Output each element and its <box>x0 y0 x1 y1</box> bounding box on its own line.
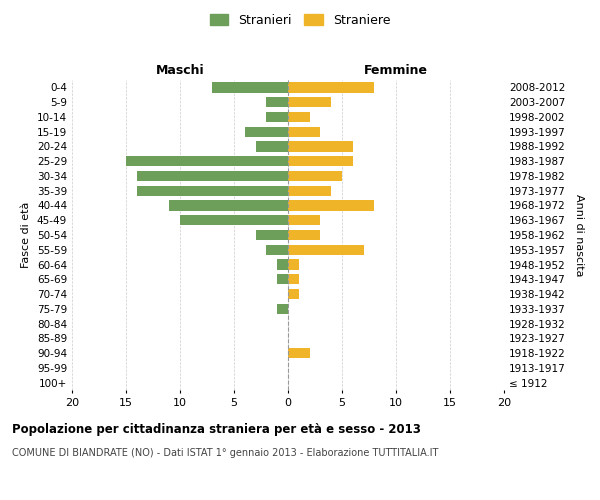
Bar <box>288 82 374 92</box>
Bar <box>126 156 288 166</box>
Bar <box>288 200 374 210</box>
Text: Popolazione per cittadinanza straniera per età e sesso - 2013: Popolazione per cittadinanza straniera p… <box>12 422 421 436</box>
Bar <box>266 244 288 255</box>
Bar <box>137 186 288 196</box>
Bar <box>266 112 288 122</box>
Bar <box>288 289 299 299</box>
Bar <box>256 230 288 240</box>
Bar <box>288 171 342 181</box>
Bar <box>288 215 320 226</box>
Bar <box>288 244 364 255</box>
Bar <box>137 171 288 181</box>
Bar <box>288 260 299 270</box>
Bar <box>277 304 288 314</box>
Bar <box>245 126 288 137</box>
Bar <box>288 274 299 284</box>
Bar <box>288 126 320 137</box>
Bar <box>180 215 288 226</box>
Bar <box>277 260 288 270</box>
Bar <box>266 97 288 108</box>
Bar <box>256 142 288 152</box>
Y-axis label: Fasce di età: Fasce di età <box>22 202 31 268</box>
Bar <box>288 230 320 240</box>
Bar <box>288 112 310 122</box>
Text: Femmine: Femmine <box>364 64 428 78</box>
Bar <box>212 82 288 92</box>
Bar <box>288 348 310 358</box>
Text: Maschi: Maschi <box>155 64 205 78</box>
Bar <box>277 274 288 284</box>
Y-axis label: Anni di nascita: Anni di nascita <box>574 194 584 276</box>
Text: COMUNE DI BIANDRATE (NO) - Dati ISTAT 1° gennaio 2013 - Elaborazione TUTTITALIA.: COMUNE DI BIANDRATE (NO) - Dati ISTAT 1°… <box>12 448 439 458</box>
Bar <box>288 186 331 196</box>
Bar <box>288 156 353 166</box>
Legend: Stranieri, Straniere: Stranieri, Straniere <box>207 11 393 29</box>
Bar <box>169 200 288 210</box>
Bar <box>288 142 353 152</box>
Bar <box>288 97 331 108</box>
